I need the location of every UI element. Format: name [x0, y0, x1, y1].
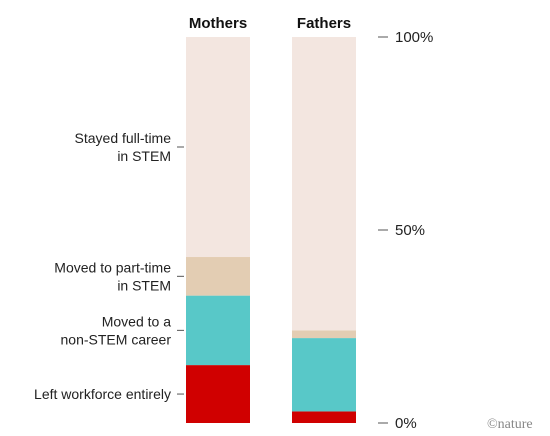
- bar-segment-fathers-stayed-full-time-in-stem: [292, 37, 356, 331]
- bar-segment-mothers-moved-to-part-time-in-stem: [186, 257, 250, 296]
- bar-segment-fathers-moved-to-part-time-in-stem: [292, 330, 356, 339]
- y-tick-label: 0%: [395, 415, 417, 432]
- category-labels: Left workforce entirely Moved to a non-STE…: [34, 130, 184, 402]
- column-title-mothers: Mothers: [189, 15, 247, 32]
- nature-credit: ©nature: [487, 417, 533, 432]
- column-title-fathers: Fathers: [297, 15, 351, 32]
- bar-segment-fathers-moved-to-a-non-stem-career: [292, 338, 356, 412]
- bars: [186, 37, 356, 423]
- bar-segment-mothers-moved-to-a-non-stem-career: [186, 295, 250, 366]
- bar-segment-mothers-left-workforce-entirely: [186, 365, 250, 423]
- bar-segment-mothers-stayed-full-time-in-stem: [186, 37, 250, 258]
- category-label-moved-to-a-non-stem-career: Moved to a non-STEM career: [61, 313, 172, 347]
- y-tick-label: 100%: [395, 29, 433, 46]
- category-label-moved-to-part-time-in-stem: Moved to part-time in STEM: [54, 259, 171, 293]
- y-axis: 0% 50% 100%: [378, 29, 433, 432]
- column-titles: Mothers Fathers: [189, 15, 351, 32]
- category-label-left-workforce-entirely: Left workforce entirely: [34, 386, 171, 402]
- y-tick-label: 50%: [395, 222, 425, 239]
- category-label-stayed-full-time-in-stem: Stayed full-time in STEM: [75, 130, 172, 164]
- bar-segment-fathers-left-workforce-entirely: [292, 411, 356, 423]
